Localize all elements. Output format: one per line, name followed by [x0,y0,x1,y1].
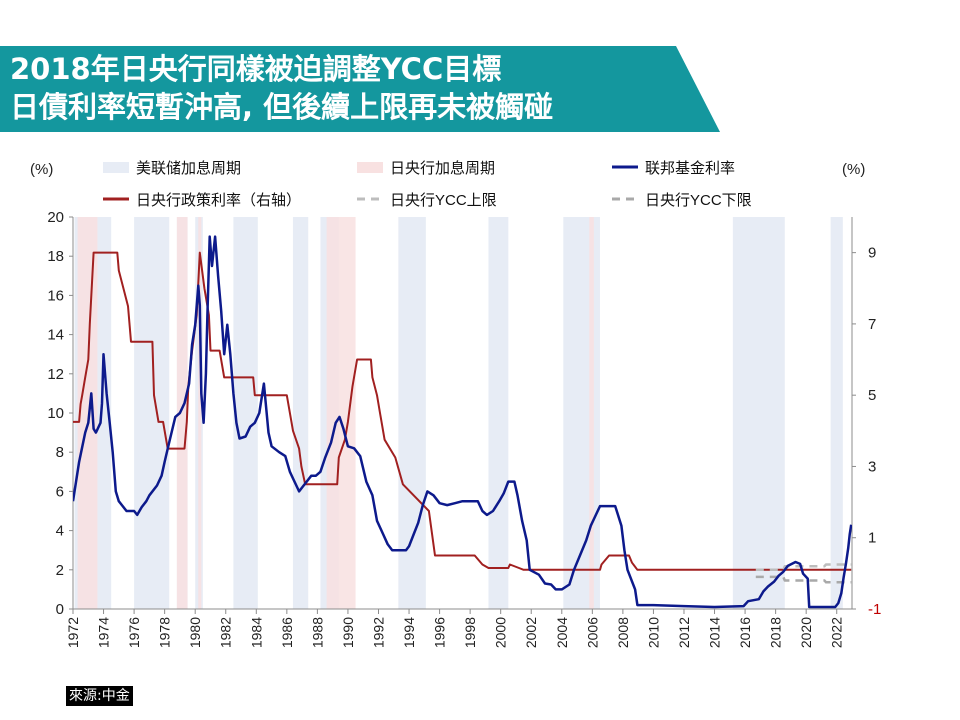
x-tick-label: 1986 [279,617,295,648]
fed-hike-period [398,217,426,609]
x-tick-label: 1992 [370,617,386,648]
series [73,235,852,609]
boj-hike-period [198,217,202,609]
x-tick-label: 2016 [737,617,753,648]
x-tick-label: 2022 [829,617,845,648]
left-tick-label: 8 [56,444,64,461]
x-tick-label: 2018 [768,617,784,648]
right-tick-label: 5 [868,387,876,404]
x-tick-label: 2010 [645,617,661,648]
fed-hike-period [233,217,258,609]
x-tick-label: 1984 [248,617,264,648]
legend-item: 日央行YCC上限 [357,192,497,209]
left-tick-label: 18 [47,248,64,265]
x-tick-label: 2014 [707,617,723,648]
hike-period-shading [74,217,843,609]
legend-label: 日央行YCC上限 [390,192,497,209]
legend-item: 美联储加息周期 [103,160,241,177]
right-unit-label: (%) [842,161,865,178]
left-tick-label: 2 [56,562,64,579]
axes: 0 2 4 6 8 10 12 14 16 18 20 -1 1 3 5 7 9 1972 1974 1976 1978… [30,161,881,648]
left-unit-label: (%) [30,161,53,178]
x-tick-label: 1998 [462,617,478,648]
left-tick-label: 6 [56,483,64,500]
fed-hike-period [830,217,843,609]
x-tick-label: 2006 [584,617,600,648]
x-tick-label: 2002 [523,617,539,648]
legend-item: 日央行YCC下限 [612,192,752,209]
title-banner: 2018年日央行同樣被迫調整YCC目標 日債利率短暫沖高, 但後續上限再未被觸碰 [0,46,722,132]
x-tick-label: 1994 [401,617,417,648]
ycc-upper-line [755,563,852,572]
x-tick-label: 1988 [309,617,325,648]
source-label: 來源:中金 [66,686,133,706]
x-tick-label: 2004 [554,617,570,648]
legend-swatch [103,162,129,173]
x-tick-label: 1982 [218,617,234,648]
x-tick-label: 1972 [65,617,81,648]
legend-label: 日央行YCC下限 [645,192,752,209]
x-tick-label: 1996 [432,617,448,648]
x-tick-label: 2020 [798,617,814,648]
right-tick-label: 9 [868,245,876,262]
fed-hike-period [292,217,309,609]
legend-swatch [357,162,383,173]
x-tick-label: 2000 [493,617,509,648]
boj-hike-period [326,217,356,609]
legend-item: 日央行加息周期 [357,160,495,177]
x-tick-label: 1974 [96,617,112,648]
ycc-lower-line [755,575,852,584]
x-tick-label: 1976 [126,617,142,648]
right-tick-label: 1 [868,530,876,547]
fed-hike-period [488,217,509,609]
x-tick-label: 2012 [676,617,692,648]
boj-policy-rate-line [73,251,852,571]
left-tick-label: 20 [47,209,64,226]
legend-label: 联邦基金利率 [645,160,735,177]
legend-label: 日央行政策利率（右轴） [136,192,301,209]
right-tick-label: -1 [868,601,881,618]
title-line-2: 日債利率短暫沖高, 但後續上限再未被觸碰 [10,90,554,124]
fed-funds-rate-line [73,235,852,609]
left-tick-label: 10 [47,405,64,422]
fed-hike-period [732,217,785,609]
legend-label: 美联储加息周期 [136,160,241,177]
left-tick-label: 14 [47,327,64,344]
left-tick-label: 0 [56,601,64,618]
x-tick-label: 1980 [187,617,203,648]
boj-hike-period [589,217,594,609]
left-tick-label: 16 [47,287,64,304]
legend-item: 联邦基金利率 [612,160,735,177]
title-line-1: 2018年日央行同樣被迫調整YCC目標 [10,52,502,86]
x-tick-label: 2008 [615,617,631,648]
legend-label: 日央行加息周期 [390,160,495,177]
left-tick-label: 4 [56,523,64,540]
x-tick-label: 1978 [157,617,173,648]
right-tick-label: 3 [868,458,876,475]
right-tick-label: 7 [868,316,876,333]
title-banner-shape [0,46,720,132]
boj-hike-period [176,217,188,609]
left-tick-label: 12 [47,366,64,383]
boj-hike-period [77,217,98,609]
legend-item: 日央行政策利率（右轴） [103,192,301,209]
x-tick-label: 1990 [340,617,356,648]
fed-hike-period [134,217,170,609]
